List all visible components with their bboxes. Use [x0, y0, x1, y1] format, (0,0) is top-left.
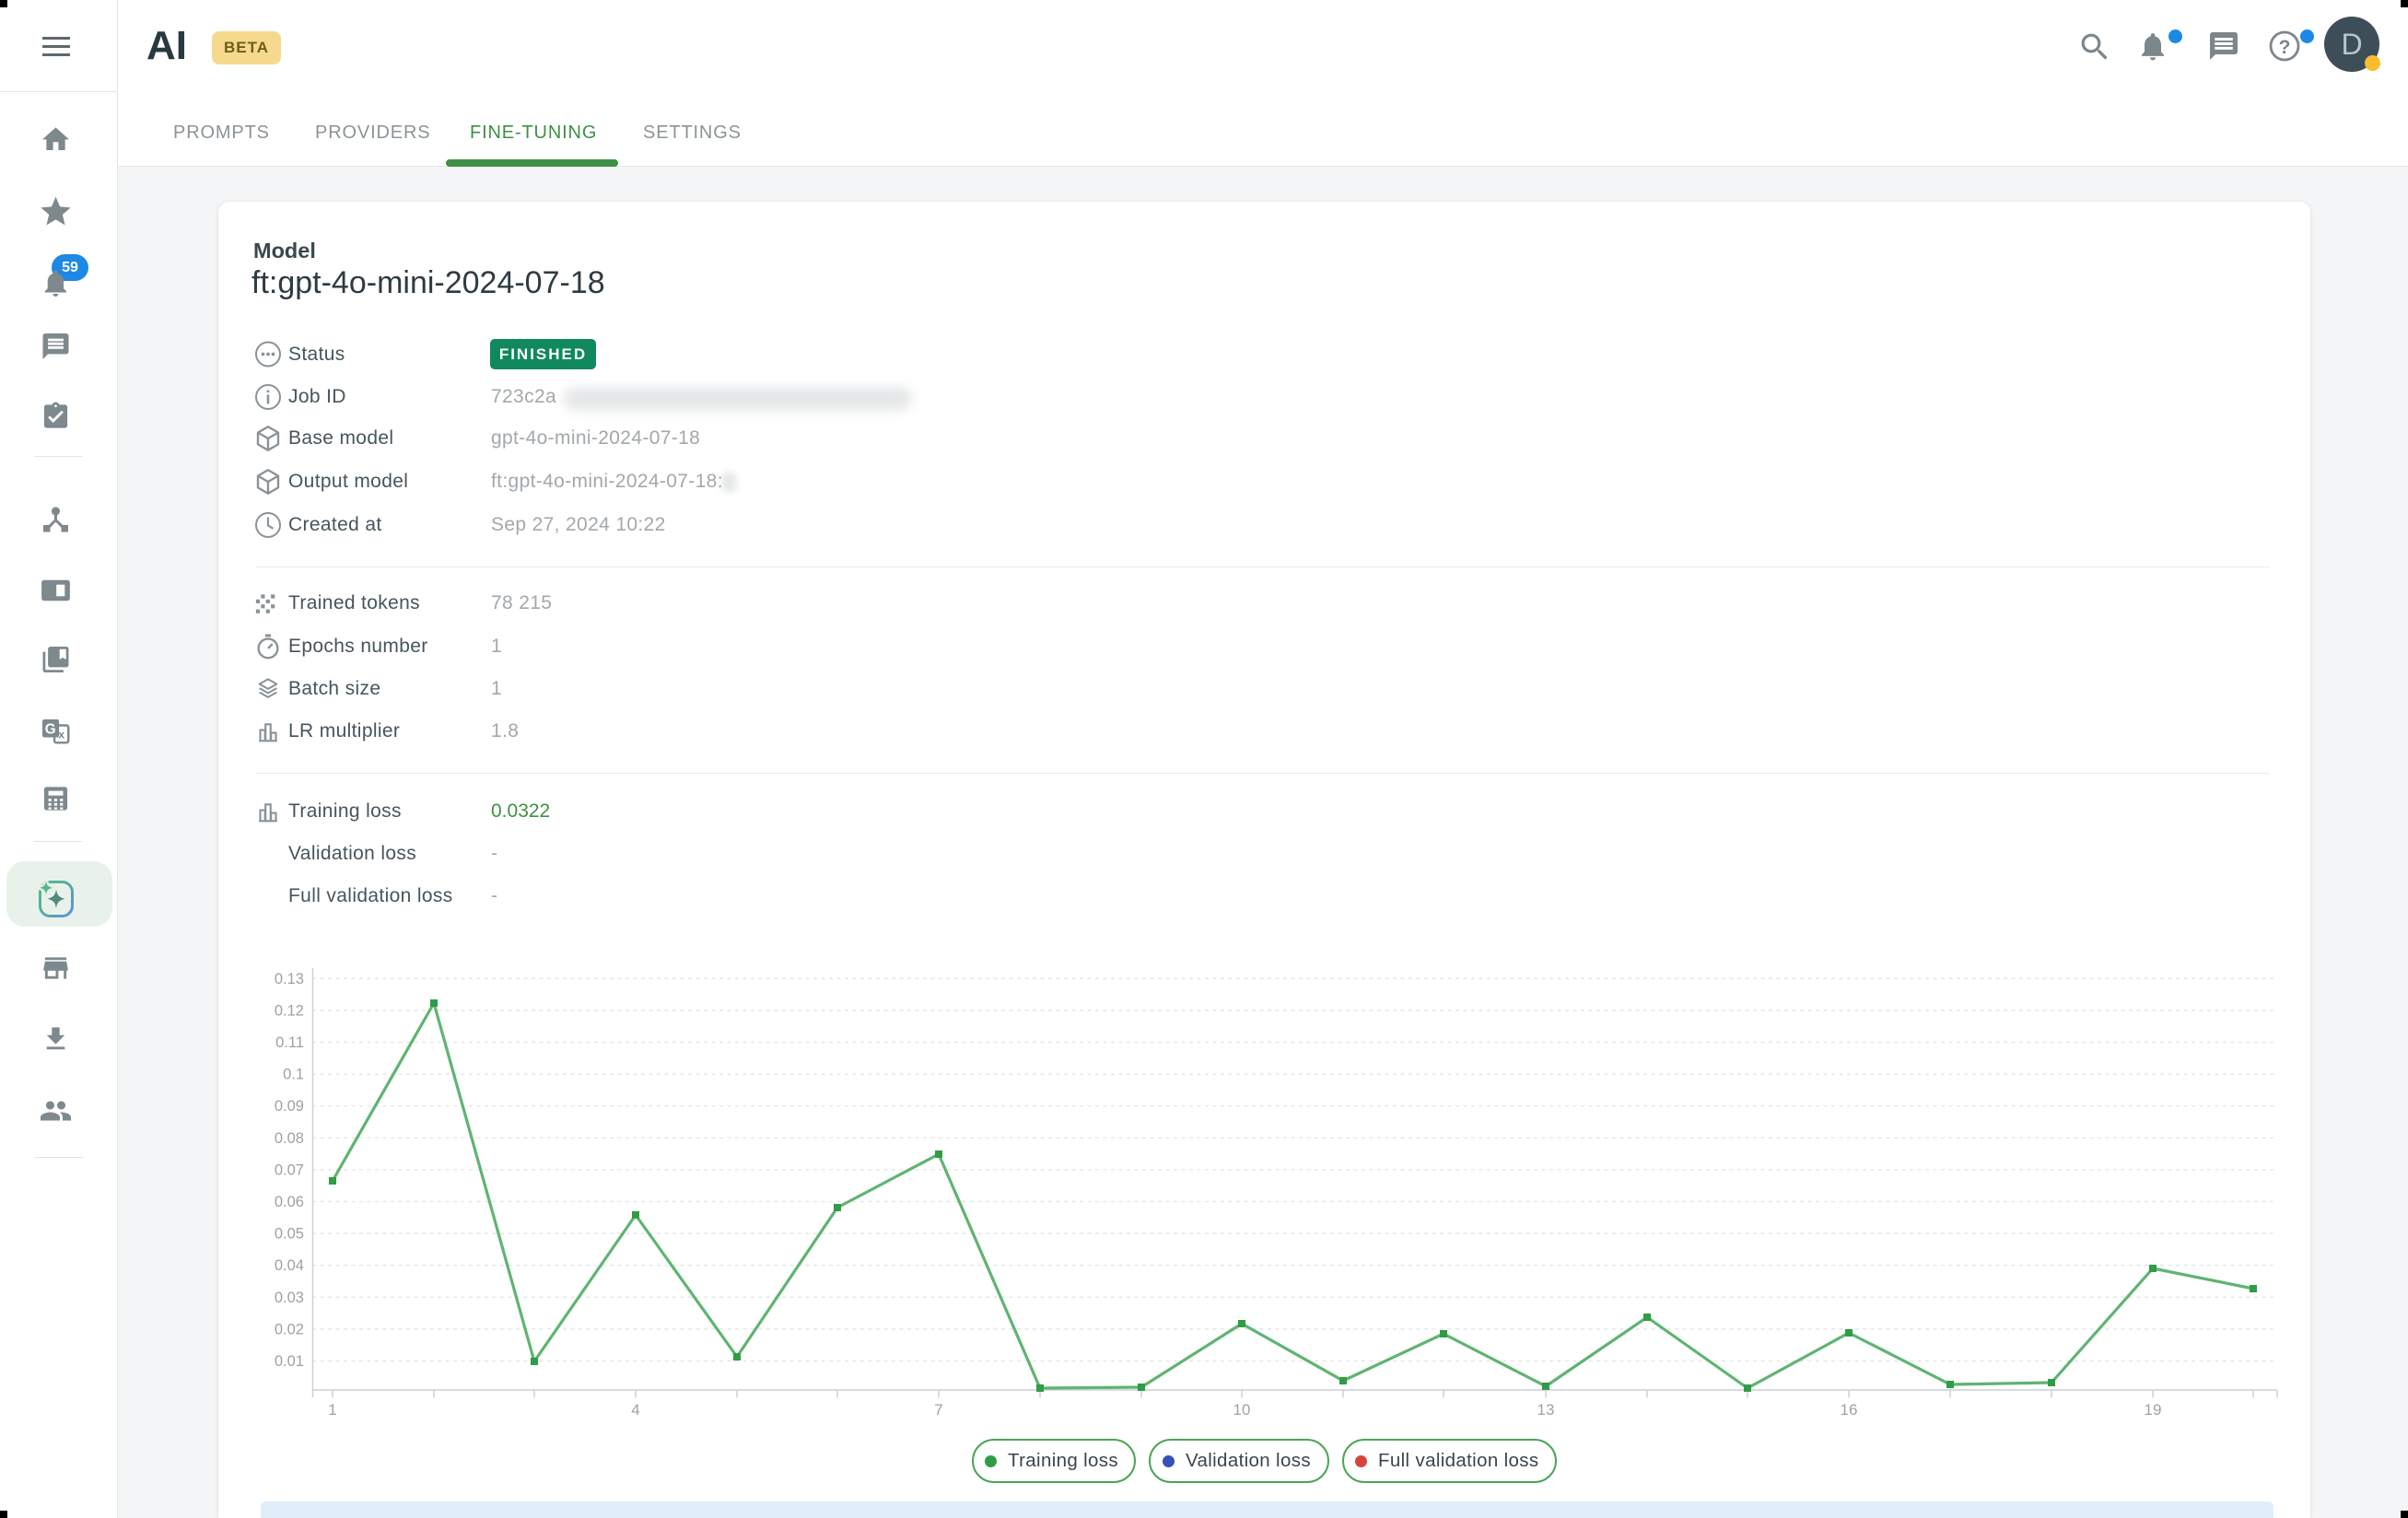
svg-text:0.06: 0.06	[275, 1194, 304, 1210]
svg-text:19: 19	[2145, 1401, 2162, 1419]
svg-text:G: G	[45, 722, 56, 738]
svg-text:0.05: 0.05	[275, 1226, 304, 1243]
svg-text:0.08: 0.08	[275, 1130, 304, 1147]
svg-text:0.09: 0.09	[275, 1098, 304, 1115]
svg-text:0.12: 0.12	[275, 1002, 304, 1019]
svg-text:1: 1	[328, 1401, 336, 1419]
svg-text:13: 13	[1537, 1401, 1555, 1419]
svg-text:x: x	[58, 729, 64, 741]
svg-text:0.07: 0.07	[275, 1162, 304, 1178]
svg-text:7: 7	[934, 1401, 942, 1419]
svg-text:0.1: 0.1	[283, 1067, 304, 1083]
svg-text:0.04: 0.04	[275, 1257, 304, 1274]
svg-text:0.02: 0.02	[275, 1321, 304, 1337]
svg-text:10: 10	[1233, 1401, 1251, 1419]
svg-text:?: ?	[2279, 37, 2291, 58]
svg-text:0.03: 0.03	[275, 1290, 304, 1306]
svg-text:0.13: 0.13	[275, 971, 304, 987]
svg-text:0.11: 0.11	[275, 1034, 304, 1051]
svg-text:4: 4	[631, 1401, 639, 1419]
svg-text:0.01: 0.01	[275, 1353, 304, 1370]
svg-text:16: 16	[1841, 1401, 1858, 1419]
